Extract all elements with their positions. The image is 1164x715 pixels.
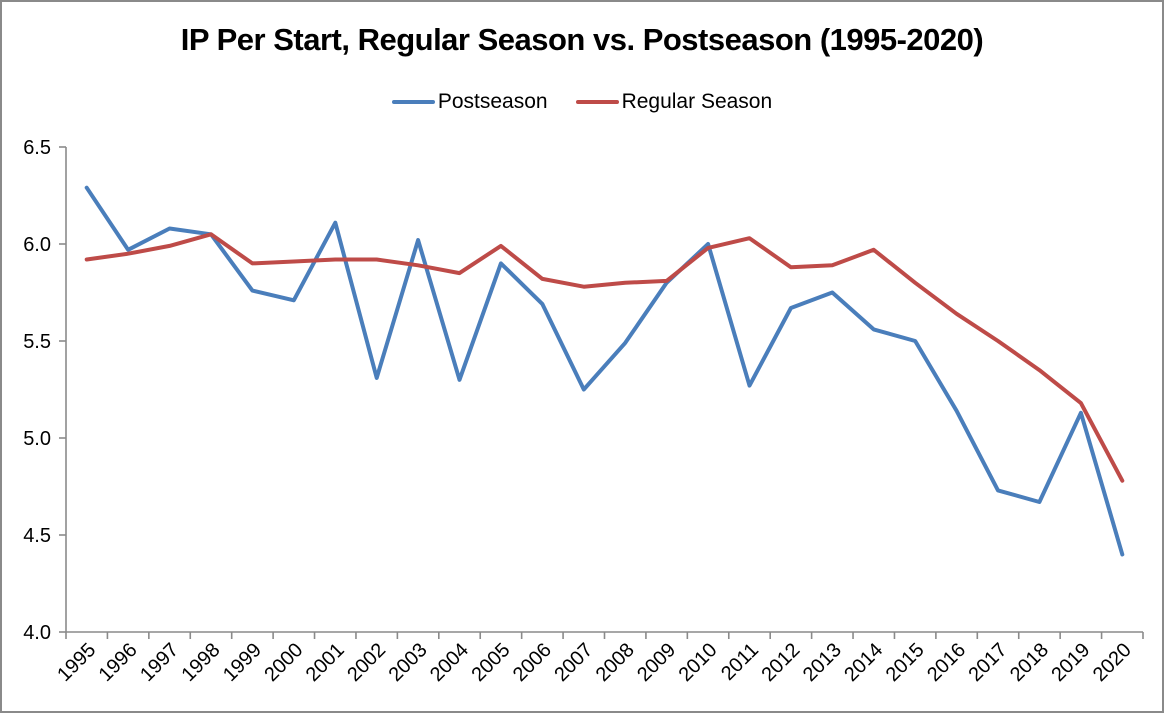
x-tick-label: 2018 xyxy=(1006,639,1053,686)
legend: Postseason Regular Season xyxy=(2,90,1162,114)
x-tick-label: 2007 xyxy=(550,639,597,686)
y-tick-label: 5.5 xyxy=(23,331,51,353)
x-tick-label: 2006 xyxy=(509,639,556,686)
legend-item-regular-season: Regular Season xyxy=(575,90,773,114)
legend-item-postseason: Postseason xyxy=(391,90,548,114)
x-tick-label: 1997 xyxy=(136,639,183,686)
x-tick-label: 2004 xyxy=(426,639,473,686)
x-tick-label: 2019 xyxy=(1047,639,1094,686)
legend-label-regular-season: Regular Season xyxy=(621,90,773,113)
legend-label-postseason: Postseason xyxy=(437,90,548,113)
series-line-regular-season xyxy=(84,232,1125,483)
legend-swatch-regular-season-icon xyxy=(575,99,619,105)
x-tick-label: 2020 xyxy=(1089,639,1136,686)
x-tick-label: 2012 xyxy=(757,639,804,686)
chart-title: IP Per Start, Regular Season vs. Postsea… xyxy=(180,22,984,57)
y-tick-label: 5.0 xyxy=(23,428,51,450)
x-tick-label: 2001 xyxy=(302,639,349,686)
x-tick-label: 2003 xyxy=(385,639,432,686)
x-tick-label: 1996 xyxy=(95,639,142,686)
x-tick-label: 2002 xyxy=(343,639,390,686)
x-tick-label: 2010 xyxy=(675,639,722,686)
x-tick-label: 2005 xyxy=(467,639,514,686)
x-tick-label: 2009 xyxy=(633,639,680,686)
y-tick-label: 6.0 xyxy=(23,234,51,256)
x-tick-label: 1998 xyxy=(177,639,224,686)
y-tick-label: 4.0 xyxy=(23,622,51,644)
x-axis: 1995199619971998199920002001200220032004… xyxy=(53,631,1144,686)
legend-swatch-postseason-icon xyxy=(391,99,435,105)
x-tick-label: 2017 xyxy=(965,639,1012,686)
x-tick-label: 2000 xyxy=(260,639,307,686)
x-tick-label: 2015 xyxy=(882,639,929,686)
x-tick-label: 2016 xyxy=(923,639,970,686)
y-tick-label: 4.5 xyxy=(23,525,51,547)
x-tick-label: 2014 xyxy=(840,639,887,686)
series-lines xyxy=(84,185,1125,557)
x-tick-label: 2008 xyxy=(592,639,639,686)
y-axis: 6.5 6.0 5.5 5.0 4.5 4.0 xyxy=(23,137,67,644)
x-tick-label: 1995 xyxy=(53,639,100,686)
x-tick-label: 1999 xyxy=(219,639,266,686)
series-line-postseason xyxy=(84,185,1125,557)
x-tick-label: 2011 xyxy=(717,639,763,685)
x-tick-label: 2013 xyxy=(799,639,846,686)
y-tick-label: 6.5 xyxy=(23,137,51,159)
